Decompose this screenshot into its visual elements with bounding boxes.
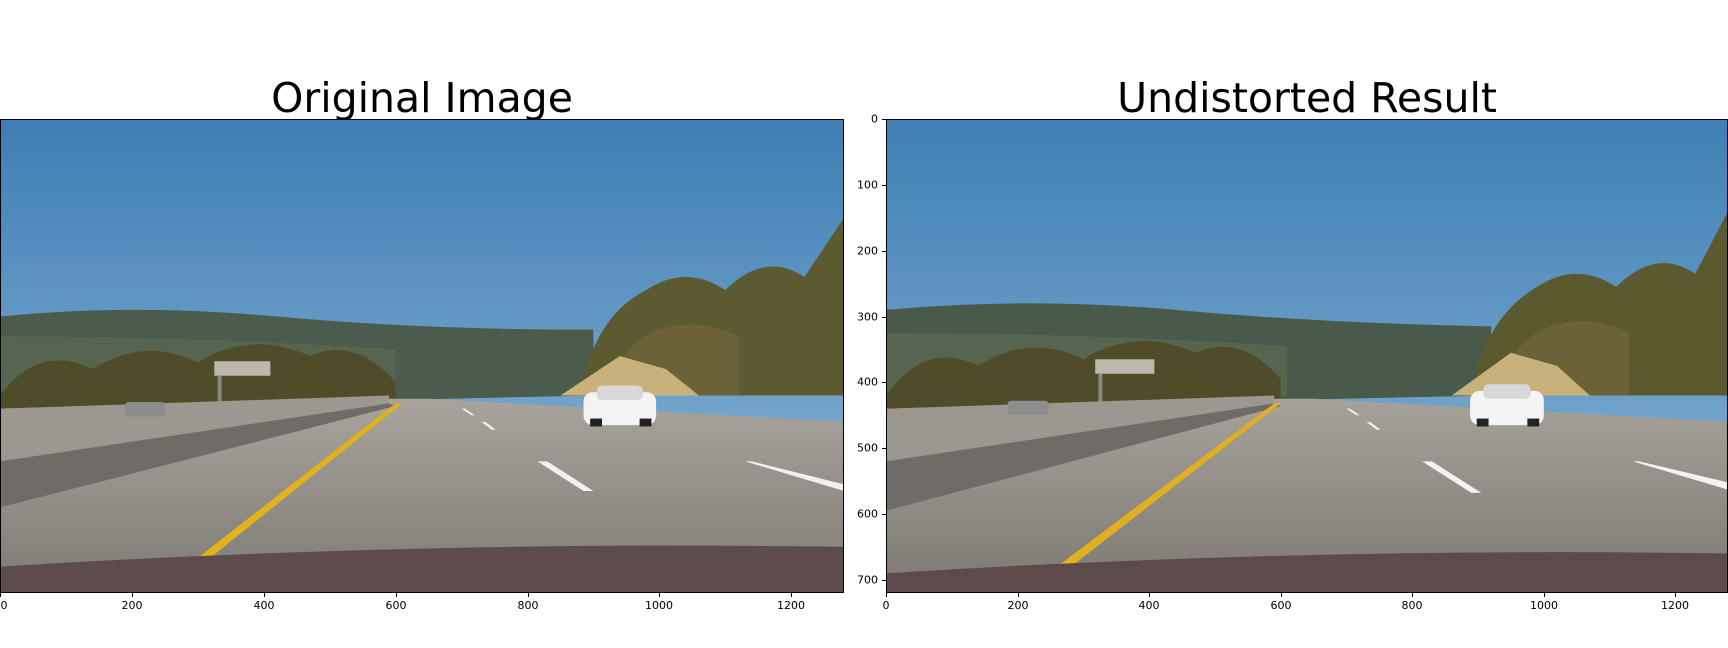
x-tick-label-undistorted: 600 [1270,599,1292,612]
y-tick-label-undistorted: 600 [857,507,878,521]
x-tick-mark-original [791,593,792,597]
y-tick-mark-undistorted [882,185,886,186]
y-tick-mark-undistorted [882,382,886,383]
x-tick-mark-original [132,593,133,597]
x-tick-label-undistorted: 0 [882,599,890,612]
x-tick-mark-original [264,593,265,597]
x-tick-mark-original [659,593,660,597]
x-tick-label-original: 200 [121,599,143,612]
y-tick-label-undistorted: 0 [871,112,878,126]
y-tick-mark-undistorted [882,448,886,449]
x-tick-label-original: 400 [253,599,275,612]
x-tick-label-original: 600 [385,599,407,612]
x-tick-label-undistorted: 1200 [1661,599,1689,612]
x-tick-mark-undistorted [1544,593,1545,597]
x-tick-label-undistorted: 400 [1138,599,1160,612]
y-tick-mark-undistorted [882,251,886,252]
undistorted-road-image [886,119,1728,593]
y-tick-label-undistorted: 700 [857,573,878,587]
y-tick-mark-undistorted [882,317,886,318]
x-tick-label-original: 0 [0,599,8,612]
y-tick-label-undistorted: 200 [857,244,878,258]
x-tick-mark-original [396,593,397,597]
panel-title-original: Original Image [271,74,573,122]
x-tick-label-undistorted: 200 [1007,599,1029,612]
y-tick-mark-undistorted [882,580,886,581]
panel-title-undistorted: Undistorted Result [1117,74,1497,122]
y-tick-label-undistorted: 300 [857,310,878,324]
y-tick-label-undistorted: 100 [857,178,878,192]
x-tick-label-undistorted: 800 [1401,599,1423,612]
y-tick-mark-undistorted [882,119,886,120]
x-tick-mark-original [528,593,529,597]
x-tick-mark-undistorted [886,593,887,597]
x-tick-label-original: 1200 [777,599,805,612]
x-tick-mark-undistorted [1412,593,1413,597]
y-tick-label-undistorted: 400 [857,375,878,389]
x-tick-mark-undistorted [1675,593,1676,597]
x-tick-mark-undistorted [1018,593,1019,597]
x-tick-mark-undistorted [1149,593,1150,597]
x-tick-mark-original [0,593,1,597]
x-tick-label-original: 800 [517,599,539,612]
x-tick-label-original: 1000 [645,599,673,612]
y-tick-mark-undistorted [882,514,886,515]
y-tick-label-undistorted: 500 [857,441,878,455]
x-tick-mark-undistorted [1281,593,1282,597]
x-tick-label-undistorted: 1000 [1530,599,1558,612]
original-road-image [0,119,844,593]
